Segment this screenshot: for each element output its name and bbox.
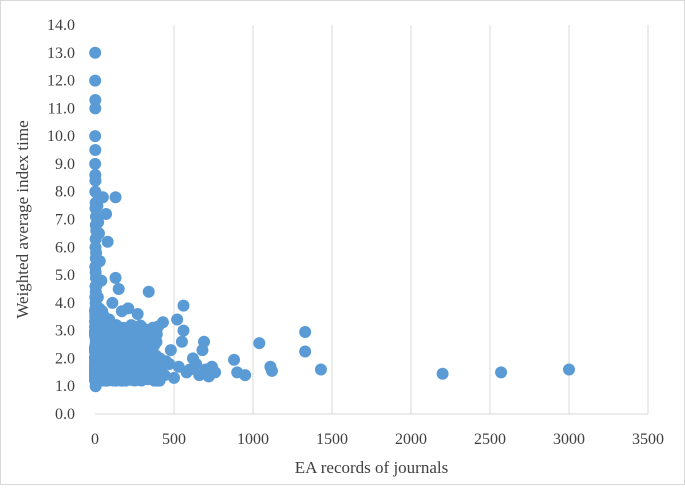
data-point <box>89 130 102 143</box>
data-point <box>93 255 106 268</box>
data-point <box>142 285 155 298</box>
data-point <box>109 191 122 204</box>
y-axis-title: Weighted average index time <box>13 120 32 318</box>
data-point <box>89 74 102 87</box>
data-point <box>141 344 154 357</box>
x-tick-label: 2000 <box>395 431 427 448</box>
y-tick-labels: 0.0 1.0 2.0 3.0 4.0 5.0 6.0 7.0 8.0 9.0 10.0 11.0 12… <box>47 17 75 423</box>
data-point <box>253 337 266 350</box>
data-point <box>163 357 176 370</box>
data-point <box>205 360 218 373</box>
data-point <box>299 326 312 339</box>
data-point <box>96 191 109 204</box>
x-tick-label: 3000 <box>553 431 585 448</box>
data-point <box>168 371 180 384</box>
data-point <box>89 144 102 157</box>
data-point <box>175 335 188 348</box>
y-tick-label: 12.0 <box>47 73 75 90</box>
y-tick-label: 14.0 <box>47 17 75 34</box>
data-point <box>90 377 103 390</box>
y-tick-label: 3.0 <box>55 323 75 340</box>
x-tick-label: 3500 <box>632 431 664 448</box>
data-point <box>111 338 124 351</box>
x-tick-label: 0 <box>91 431 99 448</box>
data-point <box>299 345 312 358</box>
data-point <box>116 327 129 340</box>
data-point <box>125 319 138 332</box>
gridlines <box>173 25 649 414</box>
y-tick-label: 7.0 <box>55 212 75 229</box>
data-point <box>90 324 103 337</box>
data-point <box>171 313 184 326</box>
y-tick-label: 2.0 <box>55 350 75 367</box>
y-tick-label: 0.0 <box>55 406 75 423</box>
data-point <box>92 227 105 240</box>
data-point <box>90 280 103 293</box>
data-point <box>115 305 128 318</box>
data-point <box>436 367 449 380</box>
data-point <box>128 349 141 362</box>
data-point <box>265 364 278 377</box>
data-point <box>101 235 114 248</box>
x-tick-label: 2500 <box>474 431 506 448</box>
data-point <box>156 316 169 329</box>
data-point <box>190 357 203 370</box>
data-point <box>196 344 209 357</box>
y-tick-label: 13.0 <box>47 45 75 62</box>
data-point <box>158 369 171 382</box>
data-point <box>100 374 113 387</box>
y-tick-label: 10.0 <box>47 128 75 145</box>
data-point <box>92 216 105 229</box>
data-point <box>106 296 119 309</box>
x-axis-title: EA records of journals <box>295 458 448 477</box>
data-point <box>164 344 177 357</box>
data-point <box>89 94 102 107</box>
data-point <box>89 102 102 115</box>
data-point <box>153 352 166 365</box>
x-tick-label: 1500 <box>316 431 348 448</box>
data-point <box>131 307 144 320</box>
data-point <box>91 291 104 304</box>
data-points <box>89 46 575 393</box>
x-tick-label: 1000 <box>237 431 269 448</box>
y-tick-label: 4.0 <box>55 295 75 312</box>
data-point <box>121 341 134 354</box>
data-point <box>89 174 102 187</box>
y-tick-label: 9.0 <box>55 156 75 173</box>
y-tick-label: 6.0 <box>55 239 75 256</box>
data-point <box>180 366 193 379</box>
x-tick-label: 500 <box>162 431 186 448</box>
data-point <box>239 369 252 382</box>
y-tick-label: 5.0 <box>55 267 75 284</box>
y-tick-label: 8.0 <box>55 184 75 201</box>
y-tick-label: 11.0 <box>48 100 75 117</box>
data-point <box>96 305 109 318</box>
data-point <box>495 366 508 379</box>
data-point <box>109 271 122 284</box>
data-point <box>228 353 241 366</box>
data-point <box>112 371 125 384</box>
data-point <box>314 363 327 376</box>
data-point <box>100 207 113 220</box>
data-point <box>563 363 575 376</box>
data-point <box>110 319 123 332</box>
data-point <box>144 355 157 368</box>
data-point <box>89 46 102 59</box>
y-tick-label: 1.0 <box>55 378 75 395</box>
data-point <box>90 352 103 365</box>
data-point <box>134 330 147 343</box>
data-point <box>112 282 125 295</box>
data-point <box>177 299 190 312</box>
x-tick-labels: 0 500 1000 1500 2000 2500 3000 3500 <box>91 431 664 448</box>
data-point <box>89 157 102 170</box>
data-point <box>177 324 190 337</box>
